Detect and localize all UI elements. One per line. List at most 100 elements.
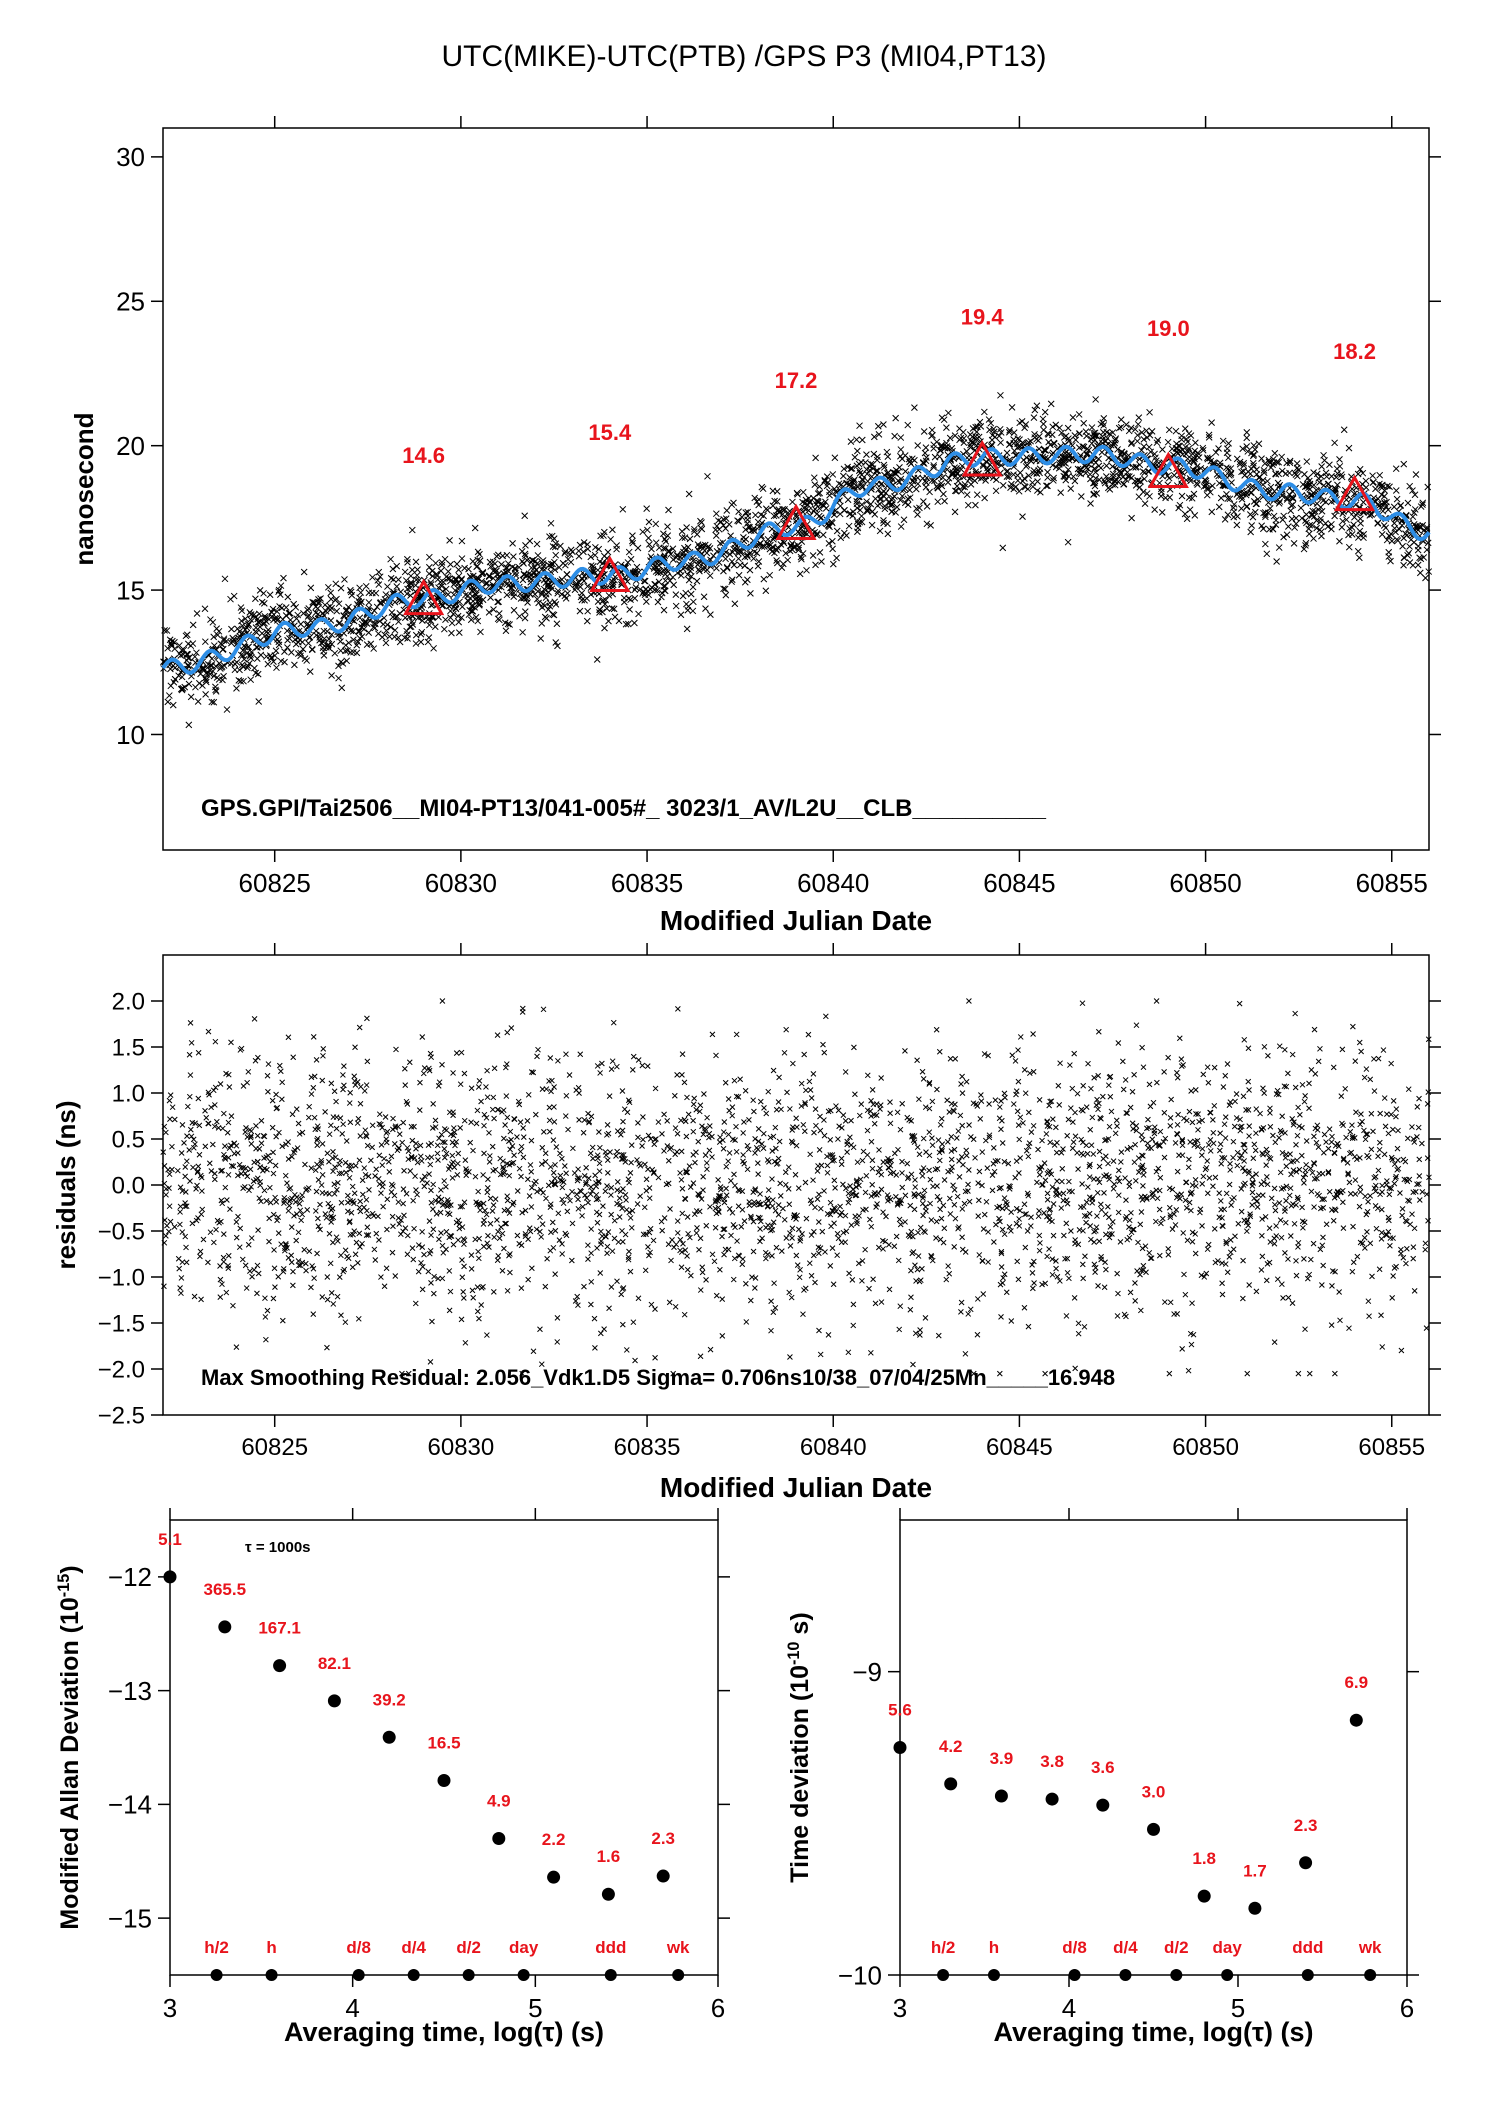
data-point	[709, 1154, 715, 1160]
data-point	[504, 1114, 511, 1121]
data-point	[1286, 457, 1294, 465]
data-point	[1143, 427, 1150, 435]
data-point	[489, 1143, 496, 1150]
data-point	[1254, 495, 1262, 503]
data-point	[289, 1195, 295, 1202]
data-point	[1303, 1161, 1310, 1168]
data-point	[1261, 1090, 1268, 1096]
data-point	[1093, 1102, 1100, 1108]
data-point	[1166, 494, 1174, 501]
data-point	[520, 570, 528, 578]
data-point	[1234, 1162, 1241, 1169]
data-point	[458, 537, 466, 545]
data-point	[1101, 1284, 1108, 1291]
data-point	[1249, 452, 1257, 460]
data-point	[1127, 1104, 1134, 1111]
data-point	[821, 1117, 827, 1123]
data-point	[1292, 520, 1300, 528]
data-point	[701, 1091, 707, 1097]
data-point	[163, 1232, 169, 1239]
data-point	[400, 1186, 407, 1193]
data-point	[552, 551, 560, 559]
data-point	[1340, 426, 1348, 434]
data-point	[1260, 1085, 1266, 1092]
data-point	[1122, 1077, 1129, 1083]
data-point	[819, 531, 827, 539]
data-point	[1044, 482, 1051, 490]
data-point	[425, 1268, 432, 1275]
data-point	[880, 421, 887, 428]
data-point	[757, 1098, 764, 1105]
data-point	[548, 1229, 554, 1236]
data-point	[1096, 1163, 1103, 1170]
data-point	[859, 1157, 866, 1164]
data-point	[796, 570, 804, 578]
data-point	[213, 1118, 220, 1125]
data-point	[1135, 414, 1143, 422]
data-point	[1347, 1190, 1354, 1197]
data-point	[197, 1253, 203, 1260]
data-point	[1301, 1256, 1307, 1262]
data-point	[1210, 1183, 1216, 1190]
data-point	[699, 1269, 706, 1276]
data-point	[1164, 438, 1172, 446]
data-point	[490, 1289, 497, 1295]
data-point	[1199, 444, 1207, 452]
data-point	[363, 1196, 370, 1203]
data-point	[1230, 513, 1238, 521]
data-point	[547, 519, 555, 527]
data-point	[576, 607, 584, 615]
data-point	[1404, 499, 1412, 507]
data-point	[1424, 483, 1432, 491]
data-point	[1153, 998, 1160, 1004]
data-point	[1248, 449, 1255, 457]
data-point	[693, 577, 701, 585]
data-point	[323, 1214, 330, 1221]
data-point	[627, 1268, 634, 1275]
data-point	[920, 1212, 926, 1219]
data-point	[447, 561, 454, 568]
data-point	[833, 554, 840, 562]
data-point	[914, 511, 921, 518]
data-point	[1036, 1208, 1042, 1214]
data-point	[648, 1301, 655, 1308]
data-point	[1217, 1141, 1224, 1147]
data-point	[725, 1096, 732, 1102]
data-point	[518, 558, 526, 565]
data-point	[1198, 1152, 1205, 1159]
data-point	[1366, 1313, 1372, 1320]
data-point	[1318, 532, 1325, 540]
data-point	[840, 1181, 846, 1188]
data-point	[975, 433, 983, 441]
data-point	[494, 1217, 500, 1223]
data-point	[786, 1201, 793, 1208]
data-point	[1345, 543, 1353, 551]
data-point	[1265, 458, 1273, 466]
data-point	[1207, 1148, 1214, 1154]
data-point	[920, 498, 927, 505]
data-point	[380, 1203, 386, 1210]
data-point	[1414, 542, 1422, 550]
data-point	[577, 1051, 584, 1058]
data-point	[369, 573, 376, 581]
data-point	[1318, 507, 1326, 515]
data-point	[340, 1121, 347, 1128]
data-point	[1027, 1223, 1034, 1229]
data-point	[922, 444, 930, 451]
data-point	[1323, 1139, 1329, 1145]
data-point	[759, 1235, 765, 1242]
data-point	[413, 1187, 419, 1193]
data-point	[744, 516, 751, 524]
data-point	[891, 493, 898, 500]
data-point	[959, 1122, 966, 1129]
data-point	[263, 1336, 269, 1343]
data-point	[1354, 1253, 1361, 1260]
data-point	[1095, 455, 1102, 463]
data-point	[199, 682, 206, 689]
data-point	[487, 594, 494, 601]
data-point	[1330, 1064, 1337, 1071]
data-point	[631, 619, 638, 627]
data-point	[999, 1226, 1006, 1233]
data-point	[719, 1233, 725, 1240]
data-point	[598, 1228, 604, 1235]
